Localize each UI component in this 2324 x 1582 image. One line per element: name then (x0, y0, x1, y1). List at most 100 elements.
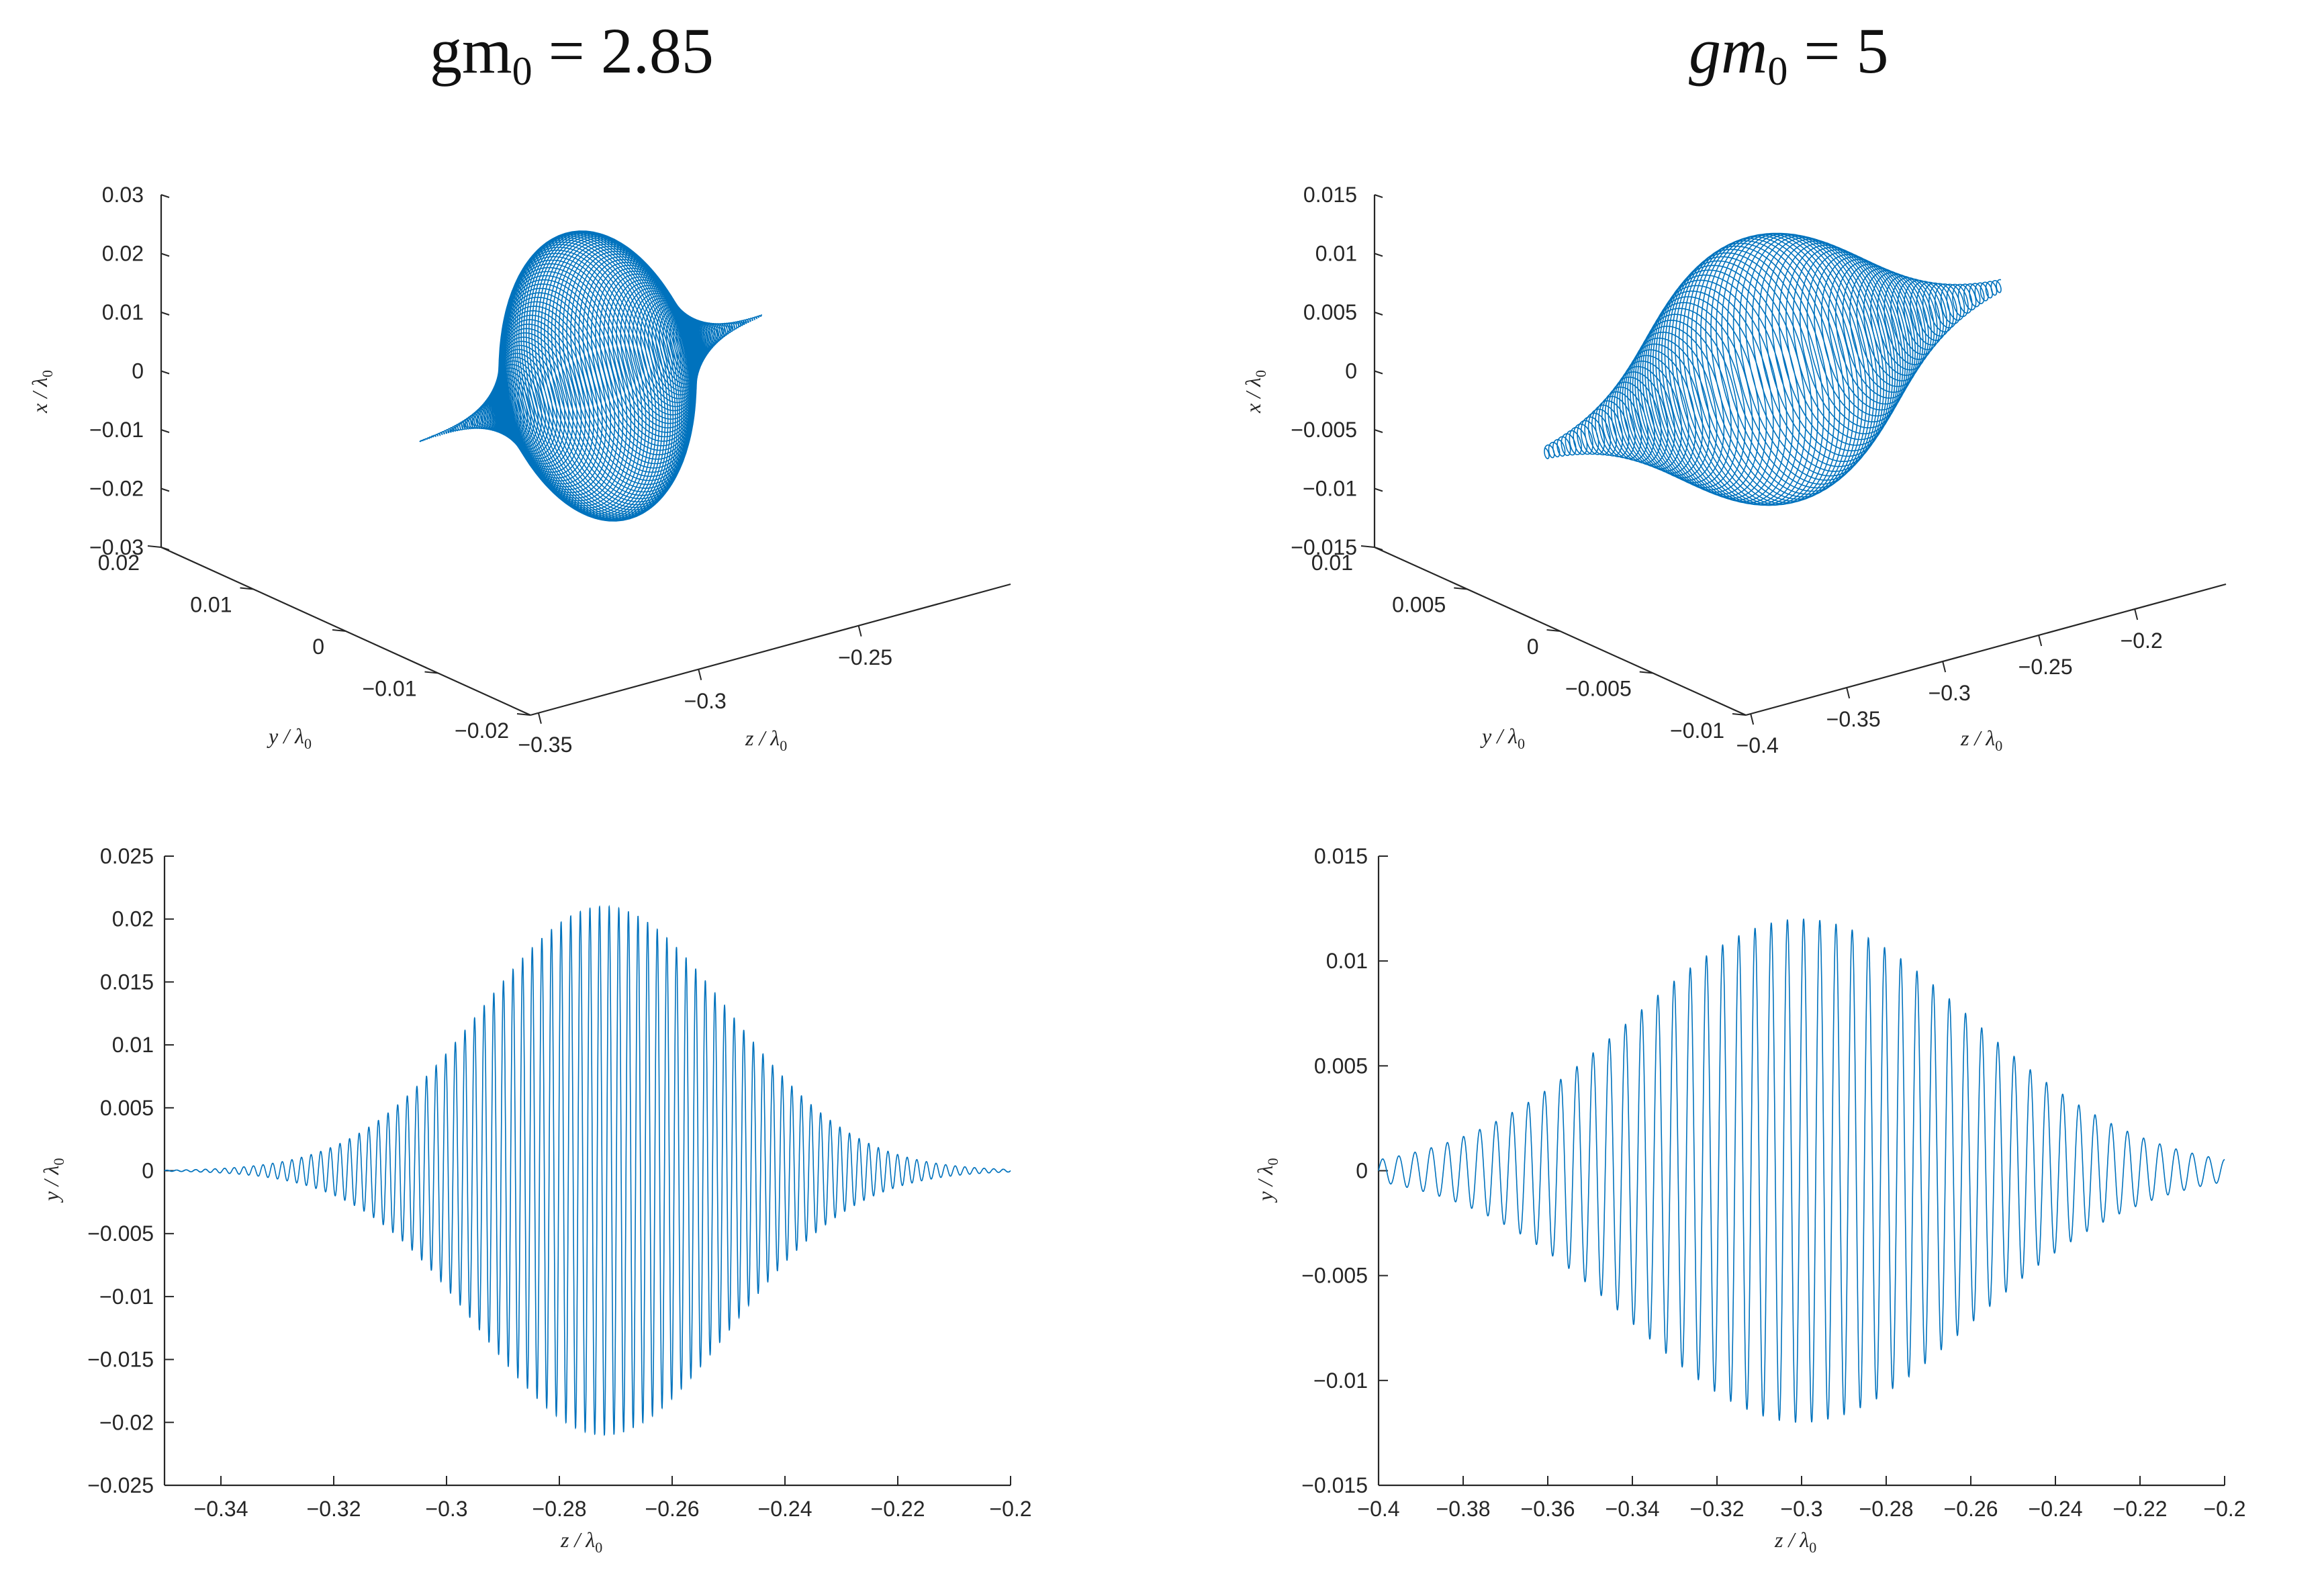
x-tick-label: −0.3 (1780, 1497, 1822, 1521)
x-tick-mark (160, 312, 170, 316)
x-tick-mark (160, 194, 170, 198)
y-tick-mark (240, 587, 254, 590)
y-tick-label: 0.01 (1326, 949, 1368, 973)
z-tick-mark (857, 625, 862, 637)
z-tick-label: −0.35 (1826, 707, 1881, 731)
x-tick-label: −0.24 (2029, 1497, 2083, 1521)
x-tick-label: 0.01 (1315, 242, 1357, 266)
y-tick-mark (1360, 545, 1375, 548)
x-tick-label: −0.36 (1521, 1497, 1575, 1521)
x-tick-label: −0.26 (1944, 1497, 1998, 1521)
y-tick-mark (1546, 629, 1561, 632)
x-tick-label: −0.03 (89, 535, 144, 559)
z-tick-mark (1942, 661, 1947, 673)
y-tick-mark (332, 629, 346, 632)
x-tick-label: 0.015 (1303, 183, 1357, 207)
z-tick-mark (537, 712, 542, 724)
z-tick-label: −0.2 (2121, 629, 2163, 653)
z-tick-mark (698, 669, 702, 680)
z-tick-mark (1750, 713, 1755, 725)
y-tick-label: 0.005 (100, 1096, 154, 1120)
x-tick-label: −0.22 (871, 1497, 925, 1521)
y-tick-label: −0.015 (1301, 1473, 1368, 1497)
y-tick-label: −0.02 (455, 718, 509, 743)
x-tick-label: 0.03 (102, 183, 144, 207)
z-axis-line (1745, 583, 2227, 716)
y-tick-label: 0.005 (1314, 1054, 1368, 1078)
x-tick-mark (160, 370, 170, 375)
x-tick-label: 0.02 (102, 242, 144, 266)
x-axis-label: x / λ0 (28, 370, 56, 414)
y-tick-label: 0.01 (1311, 551, 1353, 575)
x-tick-mark (1374, 252, 1383, 257)
y-tick-label: 0.025 (100, 844, 154, 868)
x-tick-label: −0.32 (1690, 1497, 1745, 1521)
x-tick-mark (160, 252, 170, 257)
x-tick-mark (1374, 487, 1383, 492)
y-tick-label: 0 (1356, 1159, 1368, 1183)
z-tick-mark (2038, 635, 2043, 647)
z-tick-mark (2134, 608, 2139, 620)
x-tick-label: −0.28 (1859, 1497, 1914, 1521)
y-axis-label: y / λ0 (39, 1158, 67, 1203)
panel-3d-left: 0.030.020.010−0.01−0.02−0.030.020.010−0.… (28, 183, 1011, 757)
y-tick-label: 0.02 (98, 551, 140, 575)
panel-2d-left: −0.34 −0.32 −0.3 −0.28 −0.26 −0.24 −0.22 −0.2 0.… (39, 844, 1032, 1556)
y-tick-label: 0.005 (1392, 593, 1446, 617)
x-tick-label: −0.34 (1606, 1497, 1660, 1521)
x-tick-label: −0.26 (645, 1497, 700, 1521)
x-tick-label: −0.4 (1357, 1497, 1399, 1521)
x-tick-label: −0.3 (425, 1497, 467, 1521)
z-tick-label: −0.3 (684, 689, 727, 713)
x-tick-label: −0.005 (1291, 418, 1357, 442)
x-tick-mark (1374, 547, 1383, 551)
x-tick-label: −0.32 (307, 1497, 361, 1521)
panel-3d-right: 0.0150.010.0050−0.005−0.01−0.0150.010.00… (1241, 183, 2227, 757)
y-tick-mark (424, 671, 438, 674)
x-tick-mark (160, 429, 170, 433)
y-tick-label: 0 (312, 635, 324, 659)
y-tick-label: −0.005 (1301, 1264, 1368, 1288)
y-tick-label: −0.02 (99, 1410, 154, 1434)
panel-2d-right: −0.4 −0.38 −0.36 −0.34 −0.32 −0.3 −0.28 −0.26 −0… (1253, 844, 2246, 1556)
y-tick-label: −0.025 (87, 1473, 154, 1497)
y-tick-label: 0 (142, 1159, 154, 1183)
z-tick-mark (1846, 687, 1851, 699)
y-tick-label: −0.01 (99, 1285, 154, 1309)
x-tick-mark (1374, 312, 1383, 316)
x-tick-label: −0.28 (532, 1497, 587, 1521)
y-tick-mark (1639, 671, 1653, 674)
title-right: gm0 = 5 (1689, 15, 1888, 93)
z-tick-label: −0.4 (1736, 733, 1779, 757)
y-tick-label: 0.015 (100, 970, 154, 994)
z-tick-label: −0.35 (518, 733, 572, 757)
y-tick-label: 0.015 (1314, 844, 1368, 868)
x-tick-mark (1374, 194, 1383, 198)
x-tick-label: −0.24 (758, 1497, 812, 1521)
y-tick-mark (1454, 587, 1468, 590)
x-axis-label: z / λ0 (1774, 1528, 1816, 1556)
trajectory-line (1544, 232, 2002, 506)
x-tick-label: −0.34 (194, 1497, 248, 1521)
z-tick-label: −0.25 (838, 645, 892, 669)
y-tick-label: −0.01 (1670, 718, 1724, 743)
x-tick-mark (160, 547, 170, 551)
y-tick-label: 0.01 (190, 593, 232, 617)
z-axis-label: z / λ0 (1960, 726, 2002, 754)
x-tick-mark (160, 487, 170, 492)
trajectory-line (419, 230, 763, 522)
x-tick-label: 0 (1345, 359, 1357, 383)
x-tick-label: −0.015 (1291, 535, 1357, 559)
y-tick-mark (147, 545, 162, 548)
z-tick-label: −0.3 (1928, 681, 1971, 705)
x-tick-label: −0.01 (89, 418, 144, 442)
y-tick-label: −0.01 (363, 677, 417, 701)
x-tick-label: 0.01 (102, 300, 144, 324)
trajectory-line (164, 904, 1011, 1436)
y-tick-label: 0.02 (112, 907, 154, 931)
x-tick-label: −0.38 (1436, 1497, 1491, 1521)
x-axis-label: z / λ0 (560, 1528, 602, 1556)
x-tick-mark (1374, 429, 1383, 433)
x-axis-label: x / λ0 (1241, 370, 1269, 414)
